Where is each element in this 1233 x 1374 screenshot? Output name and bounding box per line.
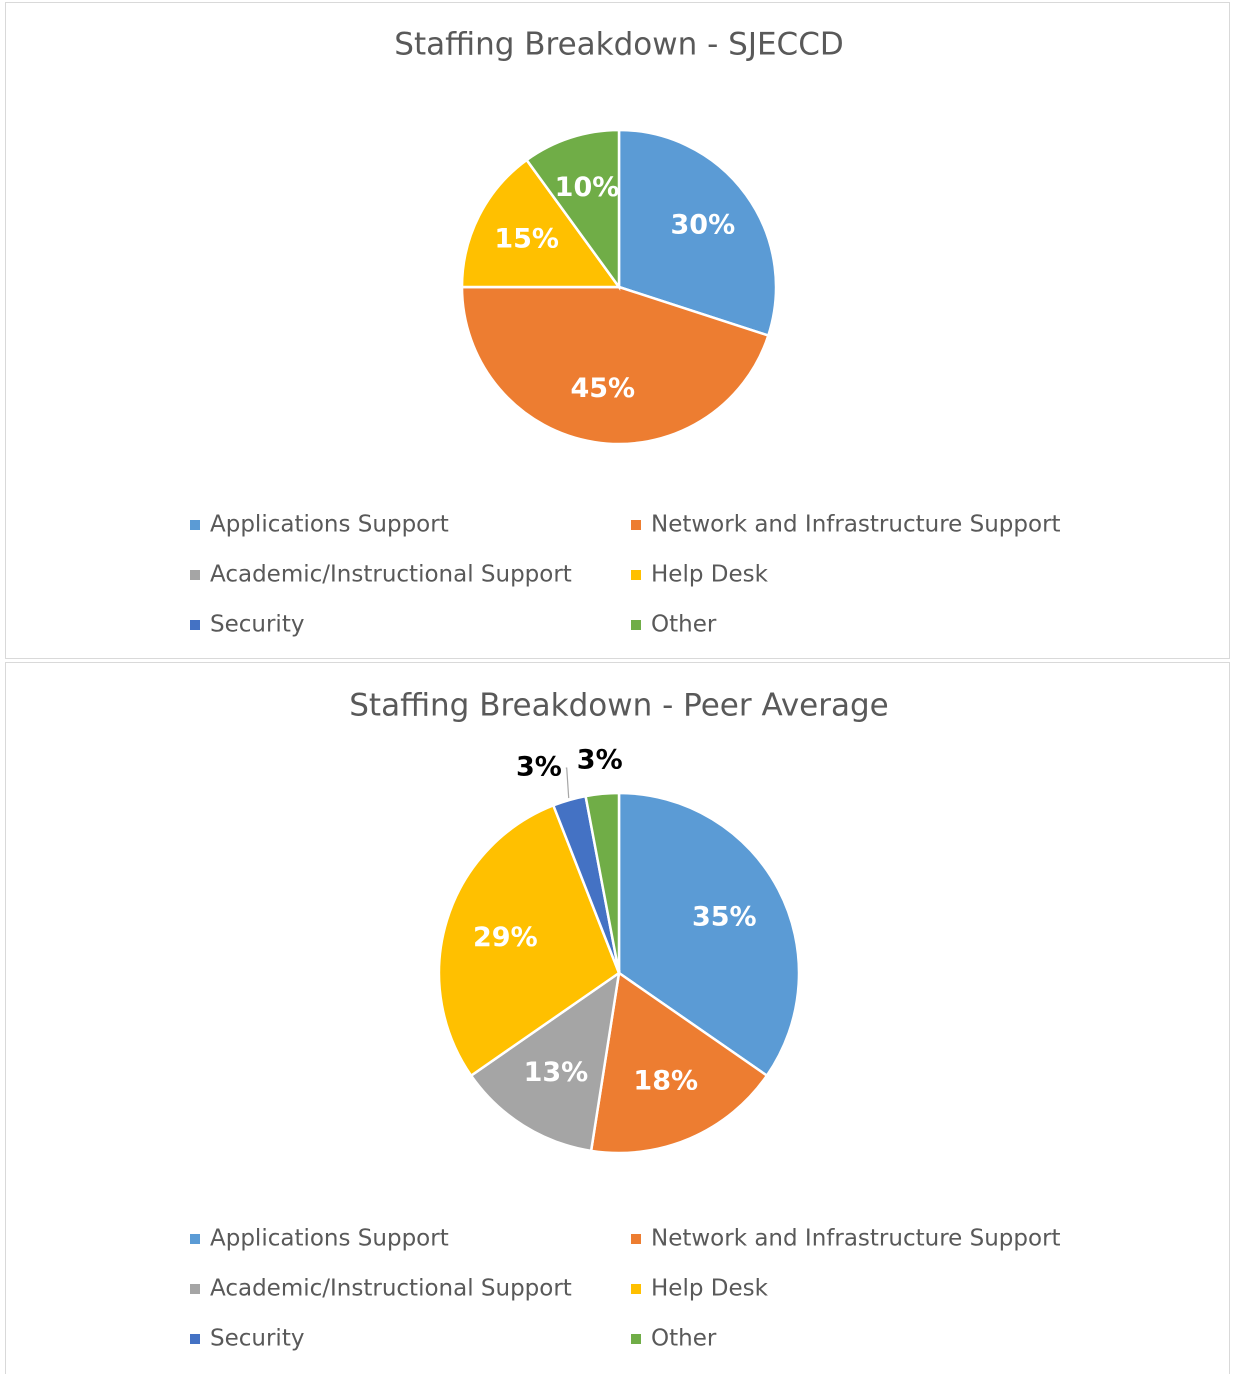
legend-swatch [190, 570, 200, 580]
legend-swatch [631, 520, 641, 530]
pie-slice [584, 791, 621, 974]
legend-label: Academic/Instructional Support [210, 1276, 572, 1302]
data-label: 13% [524, 1057, 589, 1088]
pie-slice [469, 970, 621, 1153]
data-label: 29% [473, 922, 538, 953]
pie-slice [460, 158, 622, 289]
pie-slice [589, 970, 769, 1155]
legend-label: Other [651, 1326, 717, 1352]
legend-label: Academic/Instructional Support [210, 562, 572, 588]
legend-swatch [631, 1334, 641, 1344]
pie-slice [460, 285, 770, 446]
legend-label: Security [210, 612, 304, 638]
leader-line [565, 767, 570, 799]
legend-label: Other [651, 612, 717, 638]
legend-label: Help Desk [651, 562, 769, 588]
legend-label: Applications Support [210, 512, 449, 538]
data-label: 10% [555, 172, 620, 203]
data-label: 35% [692, 901, 757, 932]
legend-swatch [631, 620, 641, 630]
legend-swatch [190, 1284, 200, 1294]
legend-label: Security [210, 1326, 304, 1352]
legend-swatch [631, 570, 641, 580]
legend-label: Applications Support [210, 1226, 449, 1252]
legend-swatch [190, 520, 200, 530]
pie-slice [524, 128, 621, 291]
data-label: 15% [494, 223, 559, 254]
chart-title: Staffing Breakdown - Peer Average [349, 688, 889, 724]
data-label: 30% [671, 210, 736, 241]
legend-label: Network and Infrastructure Support [651, 1226, 1061, 1252]
data-label: 18% [633, 1066, 698, 1097]
pie-slice [617, 128, 778, 338]
pie-slice [617, 791, 801, 1078]
pie-slice [437, 803, 621, 1078]
legend-swatch [190, 1234, 200, 1244]
legend-swatch [631, 1284, 641, 1294]
chart-title: Staffing Breakdown - SJECCD [394, 27, 843, 63]
data-label: 45% [570, 373, 635, 404]
legend-swatch [190, 1334, 200, 1344]
legend-swatch [631, 1234, 641, 1244]
data-label: 3% [516, 752, 562, 783]
data-label: 3% [577, 744, 623, 775]
legend-label: Help Desk [651, 1276, 769, 1302]
legend-swatch [190, 620, 200, 630]
legend-label: Network and Infrastructure Support [651, 512, 1061, 538]
